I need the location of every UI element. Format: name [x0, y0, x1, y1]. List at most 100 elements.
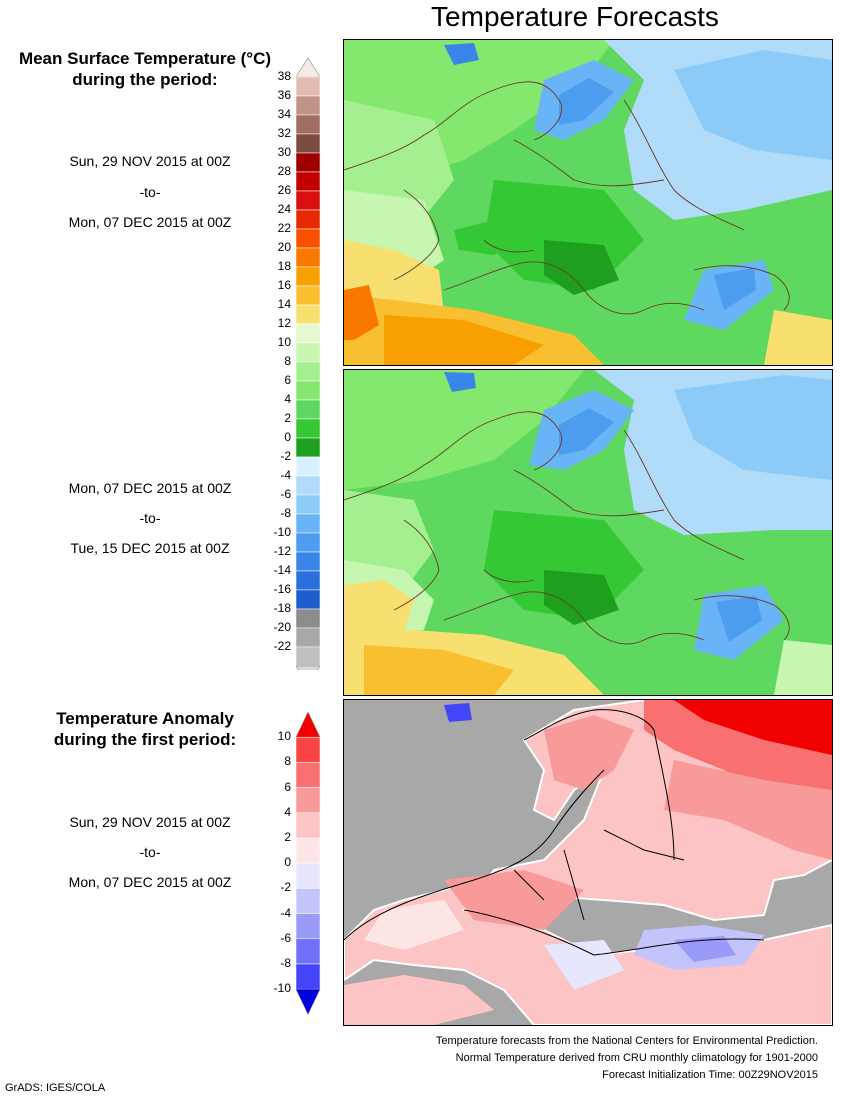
temperature-colorbar-bin — [295, 475, 321, 496]
anomaly-colorbar-tick-label: 4 — [284, 804, 291, 819]
temperature-colorbar-tick-label: 18 — [277, 259, 291, 273]
temperature-colorbar-tick-label: 20 — [277, 240, 291, 254]
temperature-colorbar — [295, 58, 321, 670]
temperature-colorbar-tick-label: 0 — [284, 430, 291, 444]
footer-source: Temperature forecasts from the National … — [435, 1035, 818, 1047]
temperature-colorbar-bin — [295, 608, 321, 629]
temperature-colorbar-bin — [295, 304, 321, 325]
temperature-colorbar-tick-label: -14 — [273, 563, 291, 577]
anomaly-colorbar-top-arrow — [295, 712, 321, 738]
temperature-legend-heading-line1: Mean Surface Temperature (°C) — [18, 49, 272, 68]
temperature-colorbar-bin — [295, 133, 321, 154]
credit: GrADS: IGES/COLA — [5, 1082, 106, 1094]
temperature-colorbar-bin — [295, 570, 321, 591]
temperature-colorbar-tick-label: -16 — [273, 582, 291, 596]
temperature-colorbar-bin — [295, 532, 321, 553]
period2-start: Mon, 07 DEC 2015 at 00Z — [68, 480, 232, 496]
anomaly-map-period1-graphic — [344, 700, 832, 1025]
footer-normal: Normal Temperature derived from CRU mont… — [455, 1052, 818, 1064]
temperature-map-period1-graphic — [344, 40, 832, 365]
temperature-map-period2 — [343, 369, 833, 696]
temperature-colorbar-bin — [295, 285, 321, 306]
anomaly-colorbar-tick-label: 2 — [284, 830, 291, 844]
temperature-colorbar-bin — [295, 76, 321, 97]
temperature-colorbar-tick-label: 6 — [284, 373, 291, 387]
anomaly-colorbar-tick-label: -10 — [273, 981, 291, 996]
anomaly-colorbar-bin — [295, 913, 321, 940]
temperature-colorbar-bin — [295, 152, 321, 173]
anomaly-colorbar-tick-label: -2 — [280, 880, 291, 895]
anomaly-map-period1 — [343, 699, 833, 1026]
anomaly-colorbar — [295, 712, 321, 1016]
temperature-colorbar-bin — [295, 551, 321, 572]
anomaly-colorbar-tick-label: -6 — [280, 930, 291, 945]
period1-separator: -to- — [139, 184, 161, 200]
anomaly-colorbar-tick-label: -8 — [280, 956, 291, 970]
temperature-colorbar-bin — [295, 627, 321, 648]
temperature-colorbar-tick-label: -6 — [280, 487, 291, 501]
temperature-colorbar-bin — [295, 171, 321, 192]
temperature-colorbar-bin — [295, 418, 321, 439]
temperature-colorbar-tick-label: 10 — [277, 335, 291, 349]
temperature-colorbar-tick-label: 36 — [277, 88, 291, 102]
temperature-colorbar-tick-label: -2 — [280, 449, 291, 463]
anomaly-colorbar-bin — [295, 736, 321, 763]
temperature-colorbar-tick-label: 16 — [277, 278, 291, 292]
temperature-map-period1 — [343, 39, 833, 366]
temperature-colorbar-tick-label: 38 — [277, 69, 291, 83]
temperature-colorbar-tick-label: 30 — [277, 145, 291, 159]
temperature-colorbar-tick-label: -18 — [273, 601, 291, 615]
anomaly-colorbar-tick-label: 10 — [277, 729, 291, 744]
page-title: Temperature Forecasts — [431, 1, 719, 32]
anomaly-legend-heading: Temperature Anomaly during the first per… — [0, 708, 290, 750]
temperature-colorbar-tick-label: 12 — [277, 316, 291, 330]
temperature-colorbar-tick-label: 22 — [277, 221, 291, 235]
temperature-map-period2-graphic — [344, 370, 832, 695]
anomaly-colorbar-tick-label: 8 — [284, 754, 291, 769]
temperature-colorbar-tick-label: 34 — [277, 107, 291, 121]
period3-separator: -to- — [139, 844, 161, 860]
temperature-colorbar-tick-label: 32 — [277, 126, 291, 140]
temperature-colorbar-tick-label: -22 — [273, 639, 291, 653]
temperature-colorbar-tick-label: 24 — [277, 202, 291, 216]
anomaly-colorbar-tick-label: -4 — [280, 905, 291, 920]
temperature-colorbar-bin — [295, 589, 321, 610]
temperature-colorbar-tick-label: 2 — [284, 411, 291, 425]
temperature-colorbar-bin — [295, 361, 321, 382]
anomaly-colorbar-bin — [295, 963, 321, 990]
temperature-colorbar-bin — [295, 95, 321, 116]
temperature-colorbar-tick-label: 14 — [277, 297, 291, 311]
temperature-colorbar-tick-label: -20 — [273, 620, 291, 634]
anomaly-colorbar-bin — [295, 812, 321, 839]
temperature-colorbar-top-arrow — [295, 58, 321, 78]
temperature-colorbar-bin — [295, 114, 321, 135]
period2-end: Tue, 15 DEC 2015 at 00Z — [70, 540, 230, 556]
temperature-colorbar-tick-label: -8 — [280, 506, 291, 520]
period1-end: Mon, 07 DEC 2015 at 00Z — [68, 214, 232, 230]
period2-separator: -to- — [139, 510, 161, 526]
anomaly-legend-heading-line2: during the first period: — [53, 730, 237, 749]
period3-end: Mon, 07 DEC 2015 at 00Z — [68, 874, 232, 890]
temperature-colorbar-bin — [295, 228, 321, 249]
temperature-colorbar-bottom-arrow — [295, 665, 321, 670]
temperature-colorbar-bin — [295, 190, 321, 211]
temperature-colorbar-tick-label: 8 — [284, 354, 291, 368]
temperature-legend-heading: Mean Surface Temperature (°C) during the… — [0, 48, 290, 90]
temperature-colorbar-bin — [295, 380, 321, 401]
temperature-colorbar-bin — [295, 399, 321, 420]
temperature-colorbar-bin — [295, 323, 321, 344]
anomaly-legend-heading-line1: Temperature Anomaly — [56, 709, 234, 728]
temperature-colorbar-bin — [295, 513, 321, 534]
anomaly-colorbar-bin — [295, 837, 321, 864]
temperature-colorbar-tick-label: -12 — [273, 544, 291, 558]
temperature-colorbar-bin — [295, 342, 321, 363]
temperature-colorbar-bin — [295, 494, 321, 515]
temperature-colorbar-tick-label: -10 — [273, 525, 291, 539]
anomaly-colorbar-bin — [295, 888, 321, 914]
anomaly-colorbar-bin — [295, 762, 321, 788]
temperature-colorbar-bin — [295, 456, 321, 477]
anomaly-colorbar-bottom-arrow — [295, 988, 321, 1016]
temperature-colorbar-bin — [295, 266, 321, 287]
temperature-colorbar-bin — [295, 209, 321, 230]
temperature-colorbar-bin — [295, 437, 321, 458]
